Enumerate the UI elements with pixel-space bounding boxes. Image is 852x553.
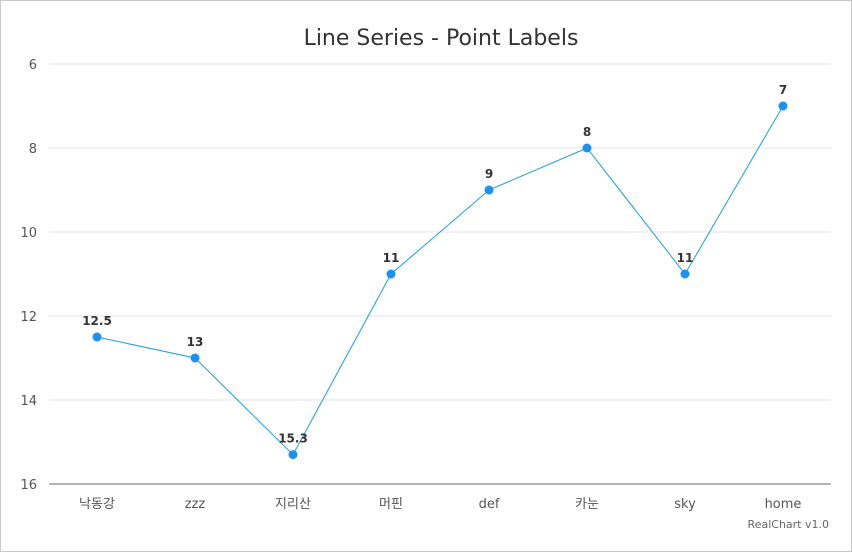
y-axis: 6 8 10 12 14 16 xyxy=(20,58,37,493)
data-label: 8 xyxy=(583,125,591,139)
x-tick-label: zzz xyxy=(185,497,206,512)
y-tick-label: 14 xyxy=(20,394,37,409)
x-axis: 낙동강 zzz 지리산 머핀 def 카눈 sky home xyxy=(49,483,831,512)
data-point[interactable] xyxy=(484,185,494,195)
data-label: 11 xyxy=(383,251,400,265)
x-tick-label: def xyxy=(479,497,500,512)
y-tick-label: 6 xyxy=(29,58,37,73)
chart-credit: RealChart v1.0 xyxy=(748,518,829,531)
data-point[interactable] xyxy=(778,101,788,111)
x-tick-label: home xyxy=(765,497,802,512)
data-point[interactable] xyxy=(582,143,592,153)
x-tick-label: 지리산 xyxy=(275,497,311,512)
series-line-layer xyxy=(96,105,784,456)
y-tick-label: 10 xyxy=(20,226,37,241)
x-tick-label: 머핀 xyxy=(379,497,403,512)
data-point[interactable] xyxy=(190,353,200,363)
data-label: 11 xyxy=(677,251,694,265)
data-points xyxy=(92,101,788,460)
x-tick-label: 카눈 xyxy=(575,497,599,512)
data-point[interactable] xyxy=(386,269,396,279)
data-label: 9 xyxy=(485,167,493,181)
data-point[interactable] xyxy=(288,450,298,460)
x-tick-label: 낙동강 xyxy=(79,497,115,512)
chart-title: Line Series - Point Labels xyxy=(304,26,579,51)
data-label: 7 xyxy=(779,83,787,97)
series-line xyxy=(96,105,784,456)
data-label: 12.5 xyxy=(82,314,112,328)
data-label: 13 xyxy=(187,335,204,349)
data-point[interactable] xyxy=(92,332,102,342)
y-tick-label: 12 xyxy=(20,310,37,325)
x-tick-label: sky xyxy=(674,497,696,512)
data-label: 15.3 xyxy=(278,432,308,446)
y-tick-label: 16 xyxy=(20,478,37,493)
data-labels: 12.5 13 15.3 11 9 8 11 7 xyxy=(82,83,787,446)
y-tick-label: 8 xyxy=(29,142,37,157)
data-point[interactable] xyxy=(680,269,690,279)
